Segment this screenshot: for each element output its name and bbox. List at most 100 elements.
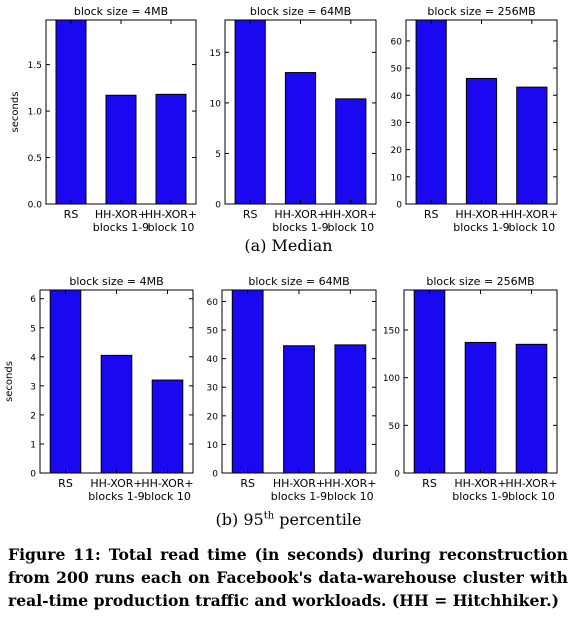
chart-panel: 0 1 2 3 4 5 6 RS HH-XOR+ blocks 1-9HH-XOR+ block 1…	[4, 275, 194, 503]
y-tick-label: 5	[30, 324, 36, 334]
subcaption-b: (b) 95th percentile	[0, 510, 577, 529]
y-tick-label: 3	[30, 382, 36, 392]
x-tick-label-line: HH-XOR+	[455, 208, 507, 221]
y-tick-label: 0	[394, 470, 400, 480]
y-tick-label: 50	[391, 65, 403, 75]
chart-title: block size = 4MB	[74, 5, 168, 18]
x-tick-label: HH-XOR+ block 10	[324, 477, 376, 503]
bar	[231, 289, 264, 474]
chart-title: block size = 256MB	[427, 5, 535, 18]
x-tick-label-line: block 10	[144, 490, 191, 503]
x-tick-label-line: HH-XOR+	[145, 208, 197, 221]
y-tick-label: 1.5	[28, 61, 42, 71]
bar	[55, 19, 87, 205]
x-tick-label-line: blocks 1-9	[88, 490, 144, 503]
x-tick-label: HH-XOR+ block 10	[145, 208, 197, 234]
x-tick-label-line: HH-XOR+	[506, 208, 558, 221]
x-tick-label-line: block 10	[508, 221, 555, 234]
x-tick-label-line: RS	[64, 208, 79, 221]
chart-panel: 0.00.51.01.5RS HH-XOR+ blocks 1-9HH-XOR+ bl…	[10, 5, 197, 234]
x-tick-label-line: HH-XOR+	[141, 477, 193, 490]
x-tick-label-line: RS	[58, 477, 73, 490]
x-tick-label: HH-XOR+ blocks 1-9	[453, 208, 509, 234]
x-tick-label: HH-XOR+ blocks 1-9	[452, 477, 508, 503]
chart-title: block size = 64MB	[248, 275, 349, 288]
y-tick-label: 60	[207, 298, 219, 308]
y-tick-label: 0	[30, 470, 36, 480]
y-tick-label: 2	[30, 411, 36, 421]
x-tick-label: HH-XOR+ blocks 1-9	[93, 208, 149, 234]
x-tick-label: RS	[424, 208, 439, 221]
bar	[516, 86, 548, 205]
y-tick-label: 30	[391, 119, 403, 129]
x-tick-label: HH-XOR+ block 10	[141, 477, 193, 503]
y-tick-label: 40	[207, 355, 219, 365]
chart-title: block size = 4MB	[69, 275, 163, 288]
bar	[105, 94, 137, 205]
figure-caption: Figure 11: Total read time (in seconds) …	[8, 545, 568, 610]
x-tick-label-line: HH-XOR+	[95, 208, 147, 221]
chart-panel: 0 5 10 15 RS HH-XOR+ blocks 1-9HH-XOR+ block 10…	[210, 5, 377, 234]
y-tick-label: 40	[391, 92, 403, 102]
chart-title: block size = 256MB	[426, 275, 534, 288]
bar-charts-figure: 0.00.51.01.5RS HH-XOR+ blocks 1-9HH-XOR+ bl…	[4, 5, 558, 503]
chart-title: block size = 64MB	[250, 5, 351, 18]
x-tick-label-line: HH-XOR+	[505, 477, 557, 490]
x-tick-label-line: block 10	[148, 221, 195, 234]
x-tick-label-line: RS	[243, 208, 258, 221]
y-axis-label: seconds	[10, 92, 21, 133]
y-tick-label: 5	[215, 150, 221, 160]
x-tick-label: RS	[64, 208, 79, 221]
y-tick-label: 100	[383, 374, 400, 384]
bar	[334, 344, 367, 474]
x-tick-label-line: blocks 1-9	[453, 221, 509, 234]
x-tick-label-line: RS	[424, 208, 439, 221]
y-tick-label: 20	[207, 412, 219, 422]
x-tick-label-line: block 10	[508, 490, 555, 503]
y-tick-label: 1.0	[28, 108, 43, 118]
y-tick-label: 6	[30, 295, 36, 305]
x-tick-label-line: blocks 1-9	[93, 221, 149, 234]
x-tick-label-line: RS	[422, 477, 437, 490]
x-tick-label-line: block 10	[327, 490, 374, 503]
bar	[465, 77, 498, 205]
y-tick-label: 0.0	[28, 201, 43, 211]
x-tick-label-line: RS	[240, 477, 255, 490]
x-tick-label: HH-XOR+ blocks 1-9	[272, 208, 328, 234]
x-tick-label: HH-XOR+ block 10	[325, 208, 377, 234]
x-tick-label: RS	[422, 477, 437, 490]
bar	[151, 379, 184, 474]
bar	[283, 345, 315, 474]
subcaption-a: (a) Median	[0, 236, 577, 255]
y-tick-label: 0	[212, 470, 218, 480]
x-tick-label-line: blocks 1-9	[272, 221, 328, 234]
y-tick-label: 150	[383, 327, 400, 337]
x-tick-label: RS	[58, 477, 73, 490]
x-tick-label: RS	[240, 477, 255, 490]
x-tick-label-line: blocks 1-9	[452, 490, 508, 503]
x-tick-label: HH-XOR+ blocks 1-9	[88, 477, 144, 503]
y-tick-label: 50	[389, 422, 401, 432]
y-tick-label: 10	[207, 441, 219, 451]
subcaption-b-prefix: (b) 95	[215, 510, 264, 529]
y-tick-label: 50	[207, 327, 219, 337]
subcaption-b-suffix: percentile	[274, 510, 362, 529]
bar	[100, 354, 133, 474]
x-tick-label: HH-XOR+ blocks 1-9	[271, 477, 327, 503]
bar	[515, 343, 548, 474]
y-tick-label: 1	[30, 440, 36, 450]
x-tick-label-line: HH-XOR+	[273, 477, 325, 490]
bar	[234, 19, 266, 205]
x-tick-label: HH-XOR+ block 10	[506, 208, 558, 234]
x-tick-label: RS	[243, 208, 258, 221]
x-tick-label-line: HH-XOR+	[454, 477, 506, 490]
y-axis-label: seconds	[4, 361, 15, 402]
bar	[413, 289, 446, 474]
x-tick-label-line: HH-XOR+	[325, 208, 377, 221]
y-tick-label: 15	[210, 49, 221, 59]
bar	[284, 72, 317, 205]
y-tick-label: 60	[391, 37, 403, 47]
